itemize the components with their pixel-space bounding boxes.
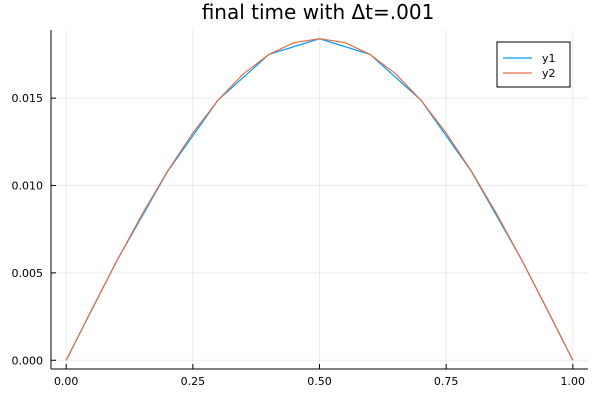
- grid: [51, 30, 588, 369]
- series: [65, 38, 574, 361]
- y-tick-label: 0.000: [12, 354, 44, 367]
- x-tick-label: 0.50: [307, 375, 332, 388]
- chart-title: final time with Δt=.001: [202, 0, 435, 24]
- legend-label-y2: y2: [542, 67, 556, 80]
- legend-box: [496, 41, 571, 88]
- y-tick-label: 0.005: [12, 267, 44, 280]
- legend: y1 y2: [496, 41, 571, 88]
- y-tick-label: 0.015: [12, 92, 44, 105]
- x-tick-label: 1.00: [561, 375, 586, 388]
- series-line-y2: [65, 38, 574, 361]
- y-tick-label: 0.010: [12, 180, 44, 193]
- x-tick-label: 0.75: [434, 375, 459, 388]
- legend-label-y1: y1: [542, 52, 556, 65]
- x-tick-label: 0.25: [181, 375, 206, 388]
- tick-labels: 0.00 0.25 0.50 0.75 1.00 0.000 0.005 0.010 0.015: [12, 92, 586, 388]
- x-tick-label: 0.00: [54, 375, 79, 388]
